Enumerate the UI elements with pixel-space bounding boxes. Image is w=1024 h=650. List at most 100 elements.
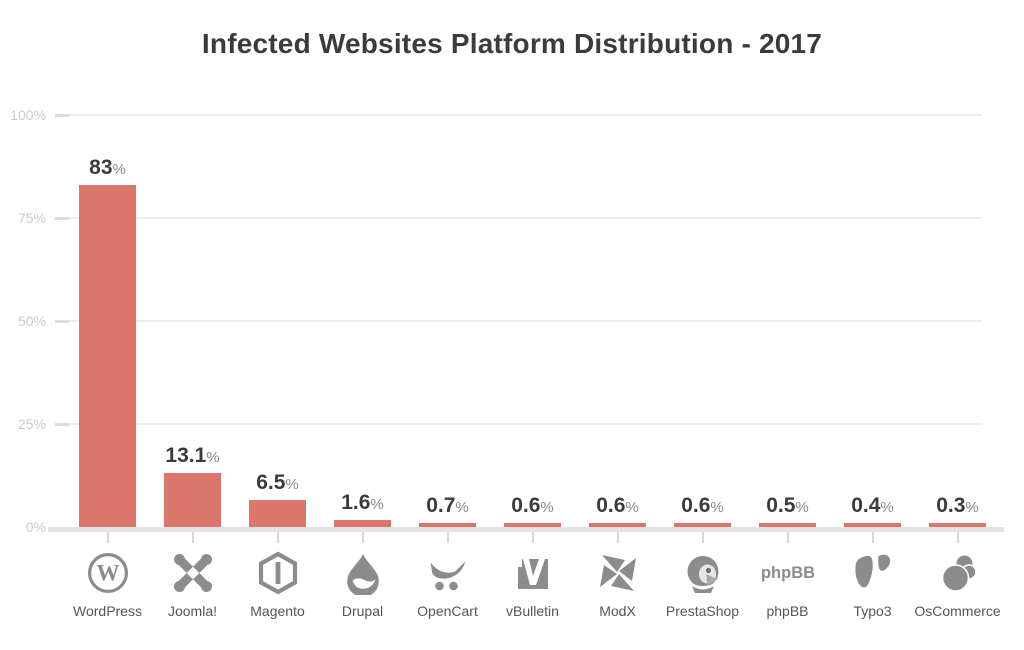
bar: [759, 523, 816, 527]
value-label: 0.6%: [660, 494, 745, 518]
chart-title: Infected Websites Platform Distribution …: [201, 28, 823, 59]
bar: [79, 185, 136, 527]
x-axis-tick: [361, 532, 364, 543]
x-axis-category: Typo3: [830, 551, 915, 619]
value-label: 0.4%: [830, 494, 915, 518]
x-axis-category: ModX: [575, 551, 660, 619]
x-axis-tick: [191, 532, 194, 543]
value-number: 13.1: [165, 444, 207, 468]
x-axis-tick: [106, 532, 109, 543]
y-axis-tick: [55, 319, 69, 323]
x-axis-category: Magento: [235, 551, 320, 619]
y-axis-label: 75%: [17, 210, 46, 226]
phpbb-icon: phpBB: [758, 551, 818, 595]
percent-sign: %: [455, 499, 469, 516]
value-number: 0.6: [511, 494, 541, 517]
value-label: 13.1%: [150, 444, 235, 468]
y-axis-label: 100%: [10, 107, 46, 123]
percent-sign: %: [285, 476, 299, 494]
percent-sign: %: [795, 499, 809, 516]
bar: [589, 523, 646, 527]
value-number: 83: [89, 156, 113, 180]
percent-sign: %: [710, 499, 724, 516]
x-axis-line: [48, 527, 1004, 532]
percent-sign: %: [112, 161, 126, 179]
gridline: [55, 217, 982, 219]
percent-sign: %: [370, 496, 384, 514]
bar: [929, 523, 986, 527]
percent-sign: %: [625, 499, 639, 516]
value-label: 6.5%: [235, 471, 320, 495]
value-label: 1.6%: [320, 491, 405, 515]
x-axis-tick: [871, 532, 874, 543]
value-number: 0.3: [936, 494, 966, 517]
y-axis-label: 50%: [17, 313, 46, 329]
x-axis-category: OpenCart: [405, 551, 490, 619]
x-axis-tick: [446, 532, 449, 543]
gridline: [55, 114, 982, 116]
x-axis-category: phpBB phpBB: [745, 551, 830, 619]
x-axis-category: OsCommerce: [914, 551, 1001, 619]
percent-sign: %: [540, 499, 554, 516]
typo3-icon: [851, 551, 895, 595]
x-axis-label: vBulletin: [506, 603, 559, 619]
bar: [334, 520, 391, 527]
x-axis-label: OsCommerce: [914, 603, 1001, 619]
magento-icon: [256, 551, 300, 595]
value-label: 0.7%: [405, 494, 490, 518]
x-axis-tick: [701, 532, 704, 543]
drupal-icon: [341, 551, 385, 595]
value-number: 0.7: [426, 494, 456, 517]
x-axis-tick: [786, 532, 789, 543]
x-axis-category: Drupal: [320, 551, 405, 619]
opencart-icon: [426, 551, 470, 595]
oscommerce-icon: [936, 551, 980, 595]
joomla-icon: [171, 551, 215, 595]
y-axis-tick: [55, 216, 69, 220]
percent-sign: %: [206, 449, 220, 467]
value-number: 0.5: [766, 494, 796, 517]
y-axis-tick: [55, 113, 69, 117]
bar: [249, 500, 306, 527]
bar: [844, 523, 901, 527]
value-label: 0.3%: [915, 494, 1000, 518]
value-number: 1.6: [341, 491, 371, 515]
bar: [504, 523, 561, 527]
x-axis-label: ModX: [599, 603, 636, 619]
bar: [674, 523, 731, 527]
svg-text:phpBB: phpBB: [760, 564, 814, 582]
x-axis-label: OpenCart: [417, 603, 478, 619]
x-axis-category: Joomla!: [150, 551, 235, 619]
gridline: [55, 320, 982, 322]
wordpress-icon: W: [86, 551, 130, 595]
y-axis-tick: [55, 422, 69, 426]
value-label: 83%: [65, 156, 150, 180]
bar: [164, 473, 221, 527]
y-axis-label: 25%: [17, 416, 46, 432]
prestashop-icon: [681, 551, 725, 595]
x-axis-label: phpBB: [766, 603, 809, 619]
x-axis-tick: [956, 532, 959, 543]
x-axis-tick: [276, 532, 279, 543]
percent-sign: %: [880, 499, 894, 516]
svg-text:W: W: [96, 561, 119, 586]
bar: [419, 523, 476, 527]
value-number: 0.6: [596, 494, 626, 517]
x-axis-tick: [616, 532, 619, 543]
x-axis-label: Typo3: [853, 603, 892, 619]
x-axis-label: Joomla!: [167, 603, 218, 619]
percent-sign: %: [965, 499, 979, 516]
x-axis-category: W WordPress: [65, 551, 150, 619]
value-label: 0.6%: [490, 494, 575, 518]
x-axis-label: Drupal: [341, 603, 384, 619]
x-axis-label: WordPress: [73, 603, 142, 619]
x-axis-label: Magento: [250, 603, 305, 619]
gridline: [55, 423, 982, 425]
value-label: 0.5%: [745, 494, 830, 518]
x-axis-label: PrestaShop: [665, 603, 740, 619]
modx-icon: [596, 551, 640, 595]
value-number: 6.5: [256, 471, 286, 495]
y-axis-label: 0%: [25, 519, 46, 535]
x-axis-category: PrestaShop: [660, 551, 745, 619]
